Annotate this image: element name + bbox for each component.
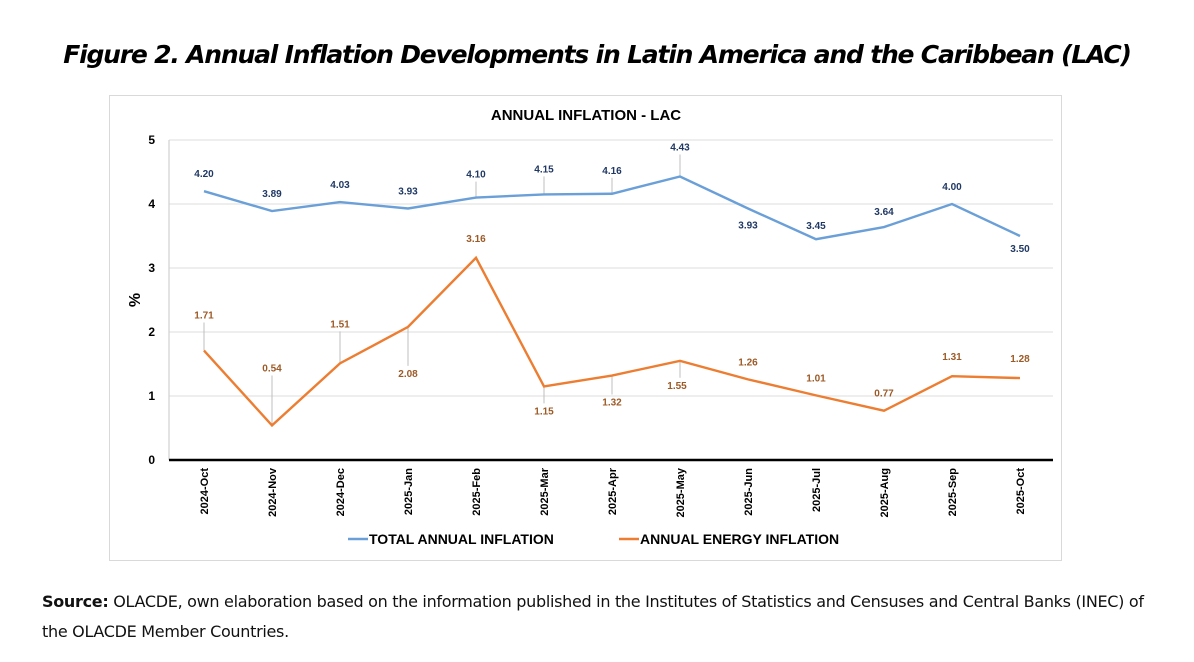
total-data-label: 4.20 <box>194 169 214 180</box>
line-chart: ANNUAL INFLATION - LAC 0 1 2 3 4 5 % 2024-Oct… <box>127 107 1053 547</box>
total-data-label: 4.10 <box>466 170 486 181</box>
x-tick-label: 2025-Feb <box>471 468 483 516</box>
energy-data-label: 1.32 <box>602 398 622 409</box>
y-tick-label: 3 <box>148 261 155 275</box>
y-axis-ticks: 0 1 2 3 4 5 <box>148 133 155 467</box>
total-data-label: 3.64 <box>874 207 894 218</box>
energy-data-label: 1.26 <box>738 357 758 368</box>
x-tick-label: 2025-May <box>675 467 687 517</box>
data-labels: 4.20 3.89 4.03 3.93 4.10 4.15 4.16 4.43 3.93 3.45… <box>194 142 1030 417</box>
total-data-label: 4.15 <box>534 164 554 175</box>
source-text: OLACDE, own elaboration based on the inf… <box>42 592 1144 641</box>
total-data-label: 3.93 <box>398 186 418 197</box>
total-data-label: 4.43 <box>670 142 690 153</box>
legend: TOTAL ANNUAL INFLATION ANNUAL ENERGY INFL… <box>348 531 839 547</box>
energy-data-label: 1.28 <box>1010 354 1030 365</box>
total-data-label: 4.00 <box>942 182 962 193</box>
energy-data-label: 1.01 <box>806 373 826 384</box>
y-tick-label: 5 <box>148 133 155 147</box>
legend-label-energy: ANNUAL ENERGY INFLATION <box>640 531 839 547</box>
energy-data-label: 2.08 <box>398 369 418 380</box>
energy-data-label: 1.55 <box>667 381 687 392</box>
total-data-label: 3.50 <box>1010 244 1030 255</box>
total-data-label: 4.03 <box>330 180 350 191</box>
total-inflation-line <box>203 175 1021 241</box>
x-tick-label: 2025-Sep <box>947 468 959 517</box>
x-tick-label: 2025-Jul <box>811 468 823 512</box>
x-tick-label: 2025-Jan <box>403 468 415 515</box>
total-data-label: 3.93 <box>738 220 758 231</box>
chart-frame: ANNUAL INFLATION - LAC 0 1 2 3 4 5 % 2024-Oct… <box>109 95 1062 561</box>
y-axis-label: % <box>127 293 144 307</box>
series-lines <box>203 175 1021 428</box>
figure-title: Figure 2. Annual Inflation Developments … <box>63 40 1132 69</box>
chart-title: ANNUAL INFLATION - LAC <box>491 107 681 124</box>
source-label: Source: <box>42 592 109 611</box>
x-tick-label: 2024-Nov <box>267 467 279 517</box>
y-tick-label: 0 <box>148 453 155 467</box>
x-tick-label: 2025-Jun <box>743 468 755 516</box>
energy-data-label: 0.54 <box>262 363 282 374</box>
x-tick-label: 2025-Aug <box>879 468 891 518</box>
gridlines <box>168 139 1053 460</box>
total-data-label: 3.89 <box>262 189 282 200</box>
x-tick-label: 2025-Oct <box>1015 468 1027 515</box>
source-note: Source: OLACDE, own elaboration based on… <box>42 587 1162 647</box>
y-tick-label: 4 <box>148 197 155 211</box>
x-tick-label: 2025-Apr <box>607 467 619 515</box>
y-tick-label: 2 <box>148 325 155 339</box>
y-tick-label: 1 <box>148 389 155 403</box>
energy-data-label: 1.51 <box>330 319 350 330</box>
x-tick-label: 2025-Mar <box>539 467 551 515</box>
legend-label-total: TOTAL ANNUAL INFLATION <box>369 531 554 547</box>
x-axis-ticks: 2024-Oct 2024-Nov 2024-Dec 2025-Jan 2025-Feb… <box>199 467 1027 517</box>
energy-inflation-line <box>203 255 1021 428</box>
energy-data-label: 3.16 <box>466 234 486 245</box>
x-tick-label: 2024-Oct <box>199 468 211 515</box>
x-tick-label: 2024-Dec <box>335 468 347 516</box>
energy-data-label: 1.15 <box>534 406 554 417</box>
energy-data-label: 1.71 <box>194 311 214 322</box>
energy-data-label: 1.31 <box>942 352 962 363</box>
label-leader-lines <box>203 154 681 426</box>
energy-data-label: 0.77 <box>874 389 894 400</box>
total-data-label: 3.45 <box>806 221 826 232</box>
total-data-label: 4.16 <box>602 166 622 177</box>
